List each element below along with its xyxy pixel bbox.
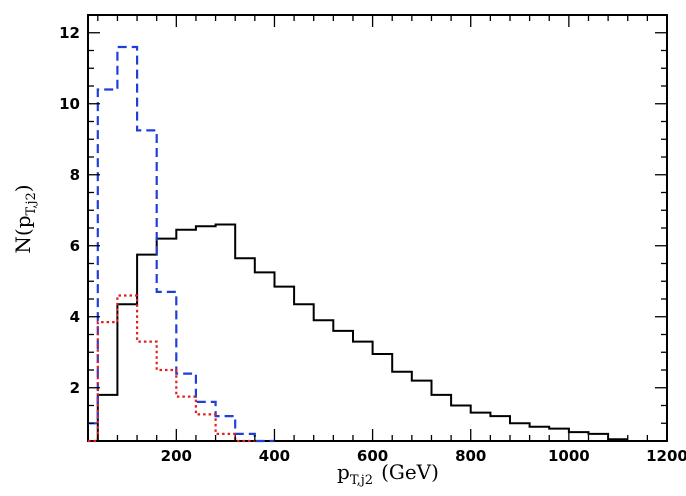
- y-tick-label: 8: [70, 166, 80, 184]
- series-dotted-line: [88, 294, 255, 443]
- x-tick-label: 800: [455, 447, 486, 465]
- series-solid-line: [88, 223, 628, 442]
- y-tick-label: 6: [70, 237, 80, 255]
- y-tick-label: 10: [59, 95, 80, 113]
- y-tick-label: 4: [70, 308, 80, 326]
- tick-labels-layer: 200 400 600 800 1000 1200 2 4 6 8 10 12: [59, 24, 686, 465]
- x-tick-label: 600: [357, 447, 388, 465]
- ticks-layer: [88, 15, 667, 441]
- series-layer: [88, 45, 628, 443]
- x-tick-label: 400: [259, 447, 290, 465]
- y-tick-label: 2: [70, 379, 80, 397]
- series-dashed-line: [88, 45, 275, 443]
- x-tick-label: 1000: [548, 447, 590, 465]
- y-tick-label: 12: [59, 24, 80, 42]
- x-axis-label: pT,j2 (GeV): [337, 460, 439, 488]
- y-axis-label: N(pT,j2): [11, 184, 39, 253]
- x-tick-label: 200: [161, 447, 192, 465]
- plot-frame: [87, 14, 668, 442]
- x-tick-label: 1200: [646, 447, 686, 465]
